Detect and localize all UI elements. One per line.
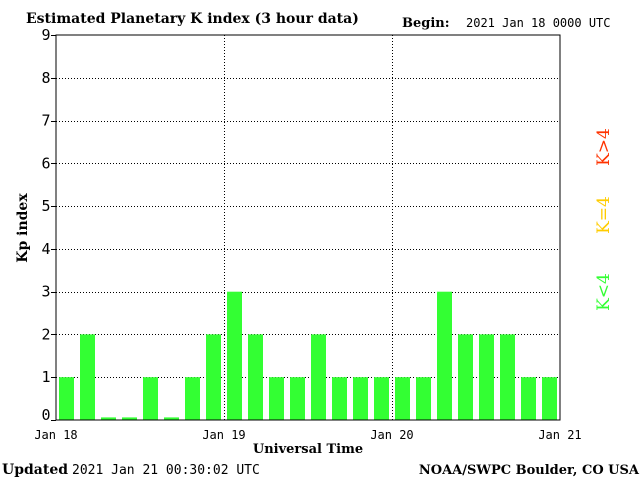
updated-label: Updated <box>2 462 68 478</box>
y-tick-label: 5 <box>41 197 50 215</box>
y-tick-label: 3 <box>41 283 50 301</box>
x-tick-labels: Jan 18 Jan 19 Jan 20 Jan 21 <box>34 428 581 442</box>
kp-bar <box>227 291 242 420</box>
legend-k-equal-4: K=4 <box>594 196 614 234</box>
begin-value: 2021 Jan 18 0000 UTC <box>466 16 611 30</box>
kp-bar <box>269 377 284 420</box>
plot-frame <box>55 34 561 421</box>
y-tick-label: 7 <box>41 112 50 130</box>
kp-bar <box>164 417 179 420</box>
begin-label: Begin: <box>402 16 450 31</box>
kp-bar <box>542 377 557 420</box>
kp-bar <box>374 377 389 420</box>
kp-bar <box>416 377 431 420</box>
kp-bar <box>248 334 263 420</box>
kp-bar <box>479 334 494 420</box>
kp-bar <box>122 417 137 420</box>
kp-bar <box>458 334 473 420</box>
x-tick-label: Jan 18 <box>34 428 77 442</box>
y-tick-label: 4 <box>41 240 50 258</box>
kp-bar <box>143 377 158 420</box>
kp-bar <box>311 334 326 420</box>
y-tick-label: 9 <box>41 26 50 44</box>
kp-bar <box>101 417 116 420</box>
y-tick-label: 2 <box>41 325 50 343</box>
kp-bar <box>80 334 95 420</box>
updated-value: 2021 Jan 21 00:30:02 UTC <box>72 463 260 478</box>
bars <box>59 291 557 420</box>
y-tick-labels: 0 1 2 3 4 5 6 7 8 9 <box>41 26 56 424</box>
kp-bar <box>59 377 74 420</box>
legend-k-greater-4: K>4 <box>594 128 614 166</box>
kp-bar <box>521 377 536 420</box>
kp-bar <box>332 377 347 420</box>
x-tick-label: Jan 19 <box>202 428 245 442</box>
y-tick-label: 1 <box>41 368 50 386</box>
chart-title: Estimated Planetary K index (3 hour data… <box>26 11 359 27</box>
x-axis-label: Universal Time <box>253 442 363 457</box>
x-tick-label: Jan 20 <box>370 428 413 442</box>
kp-bar <box>395 377 410 420</box>
kp-bar <box>185 377 200 420</box>
credit-text: NOAA/SWPC Boulder, CO USA <box>419 463 640 478</box>
y-tick-label: 6 <box>41 154 50 172</box>
y-tick-label: 0 <box>41 406 50 424</box>
y-tick-label: 8 <box>41 69 50 87</box>
kp-bar <box>206 334 221 420</box>
gridlines <box>56 35 560 420</box>
legend: K>4 K=4 K<4 <box>594 128 614 311</box>
legend-k-less-4: K<4 <box>594 273 614 311</box>
kp-bar <box>500 334 515 420</box>
x-tick-label: Jan 21 <box>538 428 581 442</box>
kp-bar <box>353 377 368 420</box>
kp-bar <box>290 377 305 420</box>
y-axis-label: Kp index <box>15 193 31 263</box>
kp-bar <box>437 291 452 420</box>
